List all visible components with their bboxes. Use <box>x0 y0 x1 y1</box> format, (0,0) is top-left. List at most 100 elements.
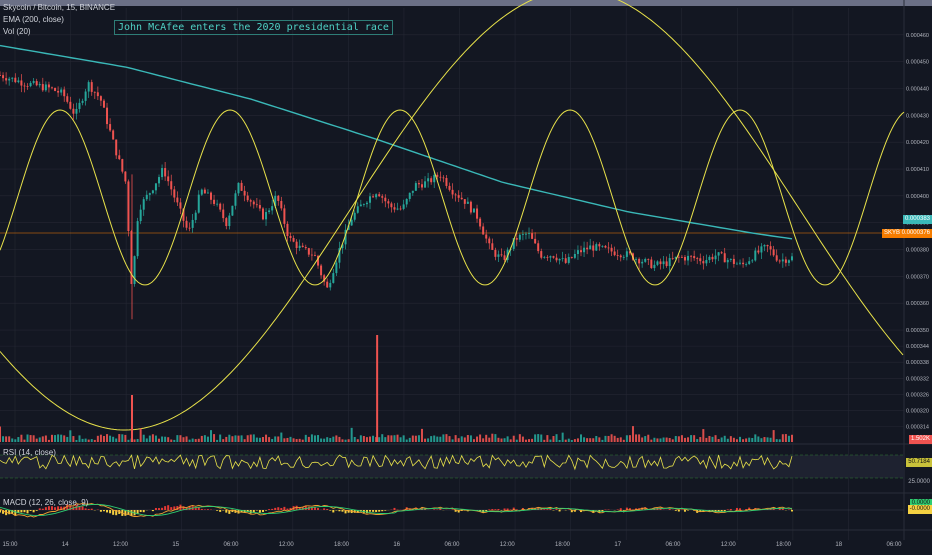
candle-body <box>176 198 178 203</box>
macd-histogram-bar <box>54 507 56 510</box>
macd-histogram-bar <box>143 510 145 512</box>
candle-body <box>727 260 729 262</box>
candle-body <box>445 178 447 186</box>
volume-bar <box>611 434 613 442</box>
volume-bar <box>238 436 240 442</box>
volume-bar <box>767 437 769 442</box>
candle-body <box>757 251 759 253</box>
macd-histogram-bar <box>546 509 548 510</box>
volume-bar <box>27 434 29 442</box>
volume-bar <box>482 438 484 442</box>
volume-bar <box>525 440 527 442</box>
volume-bar <box>439 437 441 442</box>
volume-bar <box>204 435 206 442</box>
volume-bar <box>378 437 380 442</box>
volume-bar <box>124 435 126 442</box>
macd-histogram-bar <box>27 510 29 513</box>
volume-bar <box>537 434 539 442</box>
ema-label[interactable]: EMA (200, close) <box>3 15 64 24</box>
volume-bar <box>556 434 558 442</box>
volume-bar <box>60 435 62 442</box>
volume-bar <box>231 436 233 442</box>
candle-body <box>681 257 683 258</box>
volume-bar <box>384 437 386 442</box>
macd-histogram-bar <box>338 510 340 511</box>
macd-histogram-bar <box>372 510 374 512</box>
candle-body <box>238 183 240 193</box>
candle-body <box>20 80 22 85</box>
volume-bar <box>549 440 551 442</box>
volume-bar <box>406 439 408 442</box>
volume-bar <box>72 436 74 442</box>
candle-body <box>97 92 99 96</box>
volume-bar <box>745 438 747 442</box>
volume-bar <box>751 438 753 442</box>
volume-bar <box>663 438 665 442</box>
volume-bar <box>198 439 200 442</box>
macd-label[interactable]: MACD (12, 26, close, 9) <box>3 498 88 507</box>
macd-histogram-bar <box>271 509 273 510</box>
candle-body <box>406 199 408 204</box>
volume-bar <box>311 434 313 442</box>
annotation-box[interactable]: John McAfee enters the 2020 presidential… <box>114 20 393 35</box>
volume-bar <box>672 439 674 442</box>
candle-body <box>476 209 478 219</box>
volume-bar <box>94 440 96 442</box>
candle-body <box>302 246 304 247</box>
candle-body <box>271 206 273 210</box>
volume-bar <box>256 438 258 442</box>
volume-bar <box>580 434 582 442</box>
macd-histogram-bar <box>112 510 114 515</box>
volume-bar <box>577 438 579 442</box>
candle-body <box>106 108 108 124</box>
symbol-label[interactable]: Skycoin / Bitcoin, 15, BINANCE <box>3 3 115 12</box>
volume-bar <box>727 439 729 442</box>
rsi-band <box>0 455 904 478</box>
x-tick-label: 18:00 <box>776 542 792 548</box>
volume-bar <box>736 439 738 442</box>
candle-body <box>433 175 435 182</box>
volume-bar <box>82 439 84 442</box>
candle-body <box>51 87 53 88</box>
y-tick-label: 0.000370 <box>906 274 929 280</box>
volume-bar <box>693 435 695 442</box>
volume-bar <box>302 440 304 442</box>
volume-bar <box>641 437 643 442</box>
candle-body <box>436 175 438 177</box>
candle-body <box>332 273 334 283</box>
candle-body <box>296 242 298 248</box>
volume-bar <box>354 437 356 442</box>
candle-body <box>638 259 640 263</box>
candle-body <box>250 200 252 201</box>
volume-bar <box>650 440 652 442</box>
volume-bar <box>452 439 454 442</box>
macd-histogram-bar <box>314 508 316 510</box>
macd-histogram-bar <box>510 509 512 510</box>
candle-body <box>48 84 50 87</box>
macd-histogram-bar <box>222 510 224 511</box>
volume-bar <box>656 438 658 442</box>
macd-histogram-bar <box>678 510 680 512</box>
volume-bar <box>97 436 99 442</box>
macd-histogram-bar <box>130 510 132 516</box>
candle-body <box>244 191 246 196</box>
volume-bar <box>241 435 243 442</box>
last-price-tag: 0.0000376 <box>900 229 932 238</box>
y-tick-label: 0.000332 <box>906 376 929 382</box>
volume-bar <box>485 435 487 442</box>
macd-histogram-bar <box>265 510 267 511</box>
macd-histogram-bar <box>88 509 90 510</box>
volume-bar <box>100 435 102 442</box>
macd-histogram-bar <box>23 510 25 512</box>
volume-bar <box>176 435 178 442</box>
macd-histogram-bar <box>504 508 506 510</box>
rsi-label[interactable]: RSI (14, close) <box>3 448 56 457</box>
volume-bar <box>760 438 762 442</box>
volume-label[interactable]: Vol (20) <box>3 27 31 36</box>
candle-body <box>635 259 637 260</box>
x-tick-label: 18:00 <box>555 542 571 548</box>
candle-body <box>736 264 738 265</box>
macd-histogram-bar <box>109 510 111 513</box>
